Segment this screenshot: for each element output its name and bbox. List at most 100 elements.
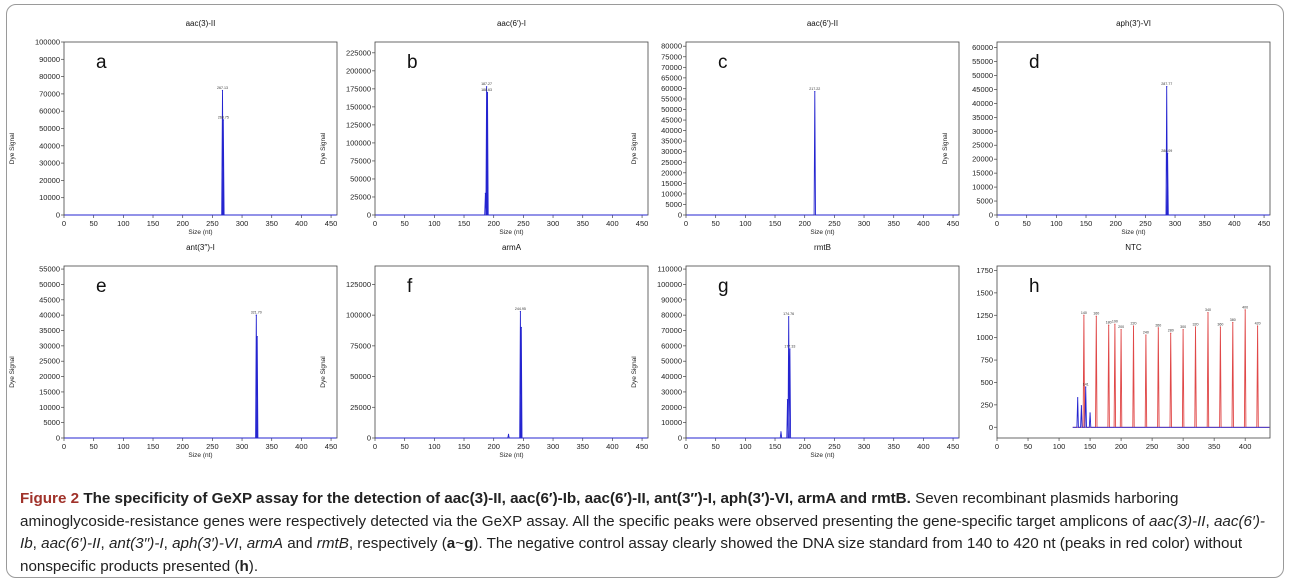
panel-title: rmtB	[814, 243, 831, 252]
x-tick-label: 200	[176, 219, 189, 228]
peak-point	[256, 336, 258, 338]
y-tick-label: 200000	[346, 66, 371, 75]
x-axis-label: Size (nt)	[499, 452, 523, 459]
y-tick-label: 60000	[39, 107, 60, 116]
y-tick-label: 225000	[346, 48, 371, 57]
x-tick-label: 350	[1208, 442, 1221, 451]
y-tick-label: 70000	[661, 326, 682, 335]
x-tick-label: 0	[62, 219, 66, 228]
y-axis-label: Dye Signal	[9, 132, 16, 164]
x-tick-label: 100	[428, 219, 441, 228]
peak-point	[1114, 323, 1116, 325]
peak-point	[1120, 329, 1122, 331]
y-tick-label: 70000	[39, 89, 60, 98]
panel-letter: f	[407, 276, 413, 297]
peak-label: 160	[1093, 312, 1099, 316]
peak-point	[1182, 329, 1184, 331]
y-tick-label: 20000	[661, 168, 682, 177]
y-tick-label: 20000	[39, 372, 60, 381]
x-tick-label: 400	[1239, 442, 1252, 451]
x-tick-label: 250	[828, 442, 841, 451]
peak-label: 220	[1131, 322, 1137, 326]
y-tick-label: 0	[367, 211, 371, 220]
x-tick-label: 0	[684, 442, 688, 451]
y-tick-label: 40000	[39, 141, 60, 150]
y-axis-label: Dye Signal	[320, 356, 327, 388]
peak-point	[1256, 325, 1259, 327]
panel-letter: a	[96, 52, 107, 73]
y-tick-label: 25000	[972, 141, 993, 150]
x-tick-label: 50	[401, 219, 409, 228]
y-tick-label: 55000	[39, 265, 60, 274]
peak-label: 321.70	[251, 311, 262, 315]
peak-label: 320	[1193, 322, 1199, 326]
x-tick-label: 0	[373, 219, 377, 228]
peak-label: 141	[1083, 382, 1089, 386]
peak-label: 360	[1217, 322, 1223, 326]
x-tick-label: 300	[236, 219, 249, 228]
y-tick-label: 0	[989, 211, 993, 220]
x-tick-label: 300	[547, 442, 560, 451]
peak-point	[1157, 327, 1159, 329]
gene-rmtb: rmtB	[316, 535, 349, 552]
y-tick-label: 15000	[972, 169, 993, 178]
panel-title: aac(3)-II	[186, 19, 216, 28]
x-tick-label: 350	[265, 442, 278, 451]
y-tick-label: 65000	[661, 73, 682, 82]
peak-point	[1194, 326, 1197, 328]
series-line-0	[686, 91, 959, 216]
caption-sep: ,	[100, 535, 109, 552]
y-tick-label: 80000	[661, 311, 682, 320]
panel-title: aac(6′)-I	[497, 19, 526, 28]
peak-label: 288.09	[1161, 149, 1172, 153]
y-tick-label: 35000	[972, 113, 993, 122]
y-tick-label: 35000	[661, 137, 682, 146]
chart-panel-d: aph(3′)-VId05000100001500020000250003000…	[942, 19, 1271, 236]
x-tick-label: 150	[458, 219, 471, 228]
y-tick-label: 50000	[972, 71, 993, 80]
gene-aac3-ii: aac(3)-II	[1148, 512, 1206, 530]
x-tick-label: 100	[117, 219, 130, 228]
peak-point	[519, 310, 522, 313]
x-tick-label: 200	[1115, 442, 1128, 451]
y-tick-label: 90000	[661, 295, 682, 304]
x-tick-label: 300	[236, 442, 249, 451]
y-tick-label: 50000	[39, 280, 60, 289]
gene-aac6-ii: aac(6′)-II	[41, 535, 101, 552]
peak-label: 187.27	[481, 82, 492, 86]
y-tick-label: 10000	[661, 418, 682, 427]
peak-point	[786, 399, 789, 401]
x-axis-label: Size (nt)	[810, 452, 834, 459]
panel-letter: c	[718, 52, 728, 73]
x-tick-label: 50	[90, 442, 98, 451]
x-tick-label: 150	[1084, 442, 1097, 451]
x-tick-label: 0	[62, 442, 66, 451]
x-tick-label: 300	[547, 219, 560, 228]
series-line-0	[686, 316, 959, 439]
y-tick-label: 10000	[661, 189, 682, 198]
y-tick-label: 500	[980, 378, 993, 387]
y-tick-label: 75000	[661, 52, 682, 61]
gene-aph3-vi: aph(3′)-VI	[172, 535, 239, 552]
chart-panel-g: rmtB g 0 10000 20000 30000 40000 50000 60000 7000…	[631, 243, 960, 459]
peak-point	[1080, 405, 1082, 407]
caption-label: Figure 2	[20, 490, 80, 507]
caption-sep: ,	[163, 535, 173, 552]
gene-aac6-ib: aac(6′)-Ib	[20, 512, 1265, 553]
y-tick-label: 80000	[39, 72, 60, 81]
x-tick-label: 100	[1053, 442, 1066, 451]
y-tick-label: 150000	[346, 102, 371, 111]
peak-point	[788, 316, 790, 318]
y-tick-label: 60000	[661, 84, 682, 93]
y-tick-label: 1500	[976, 288, 993, 297]
y-tick-label: 90000	[39, 55, 60, 64]
caption-sep: ,	[238, 535, 247, 552]
x-axis-label: Size (nt)	[188, 452, 212, 459]
peak-label: 140	[1081, 311, 1087, 315]
x-tick-label: 50	[712, 219, 720, 228]
y-axis-label: Dye Signal	[631, 132, 638, 164]
y-tick-label: 125000	[346, 280, 371, 289]
x-tick-label: 100	[739, 219, 752, 228]
x-tick-label: 0	[995, 219, 999, 228]
y-tick-label: 10000	[39, 193, 60, 202]
